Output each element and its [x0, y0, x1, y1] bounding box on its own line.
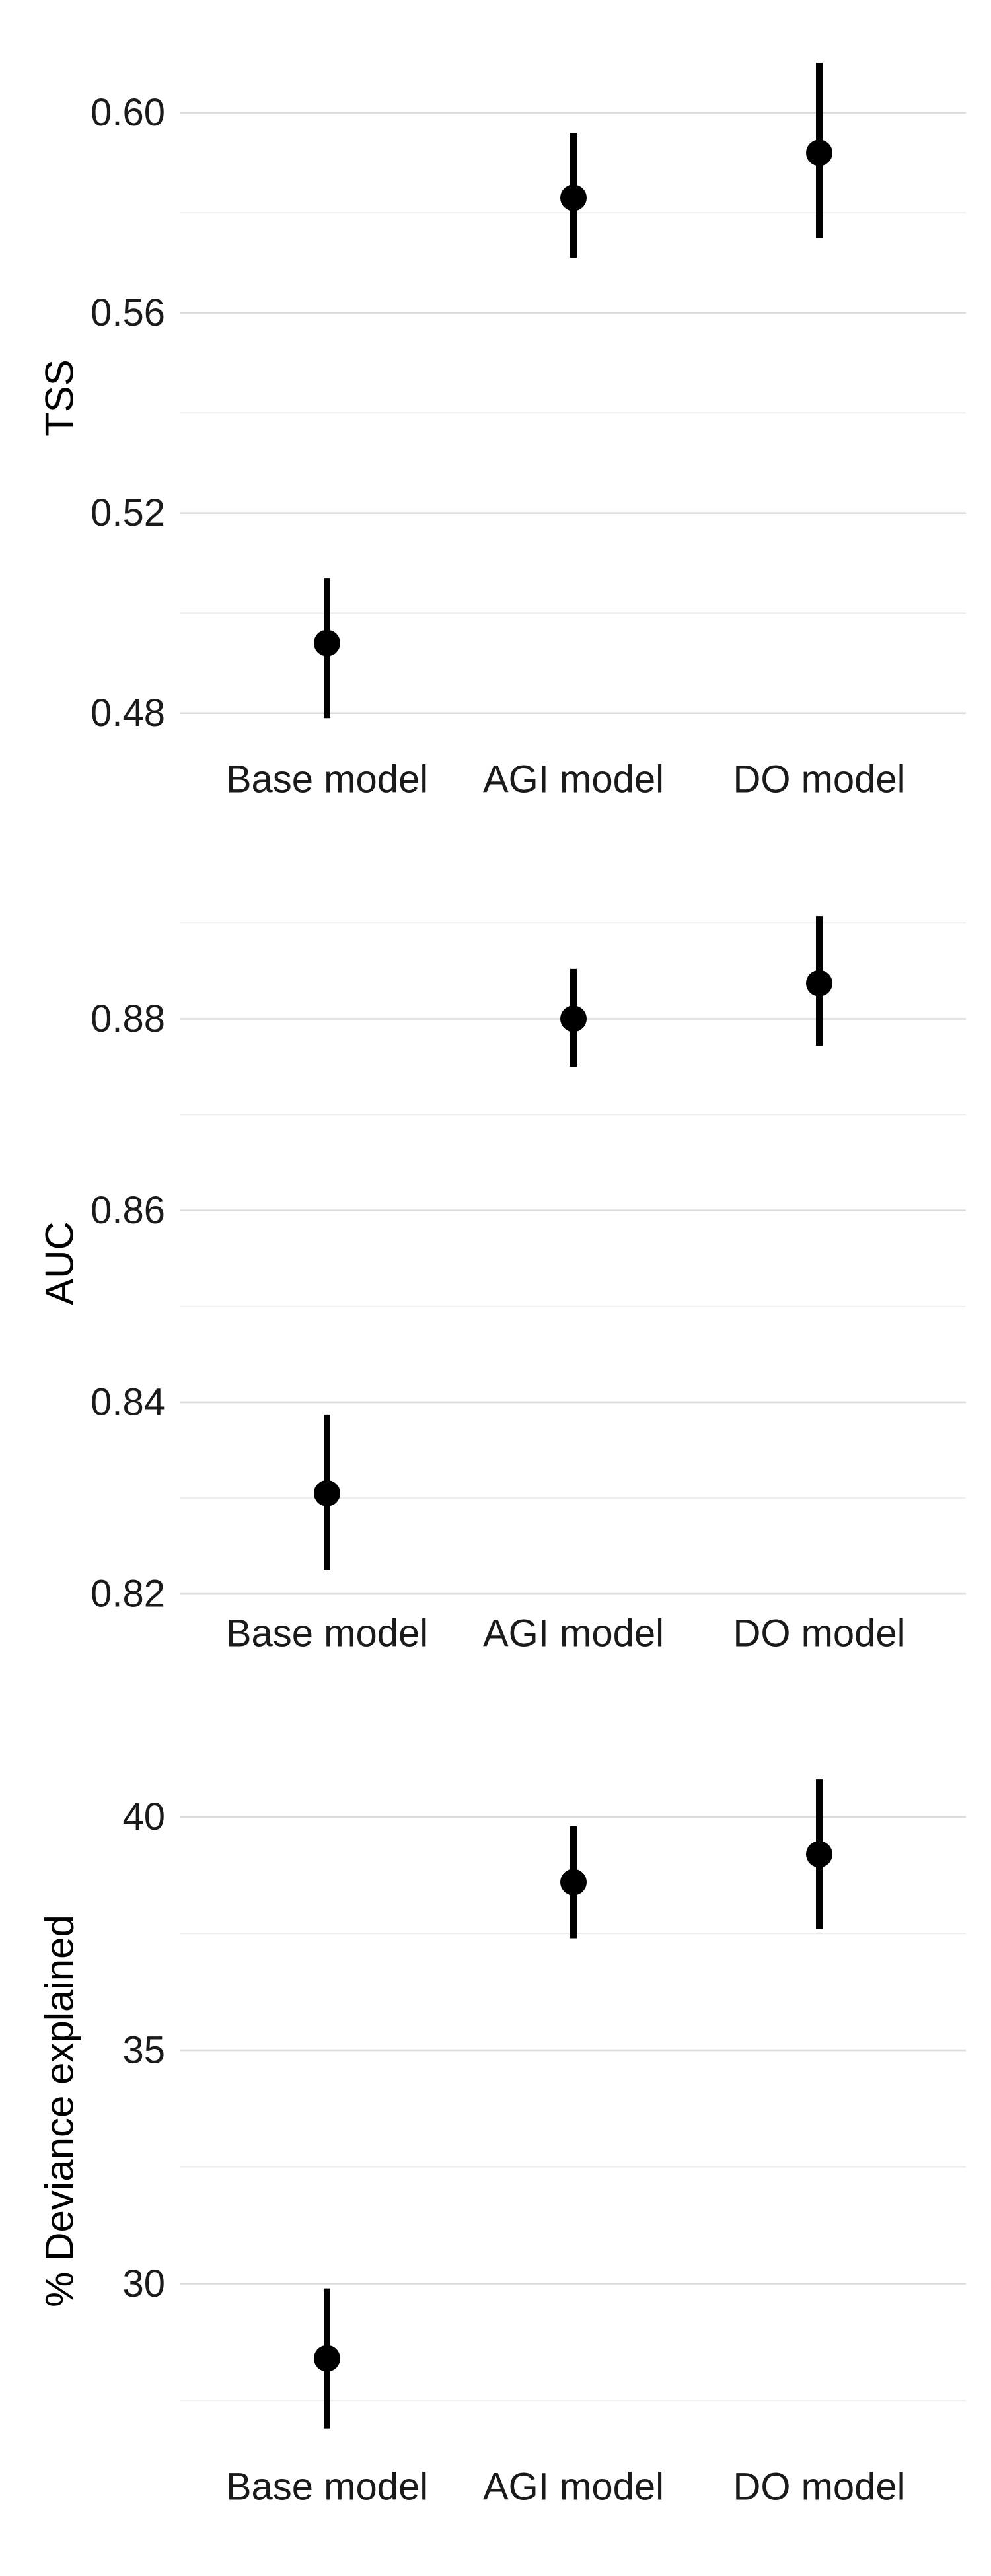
y-tick-label: 0.48	[91, 692, 165, 734]
data-point	[560, 1869, 587, 1896]
y-tick-label: 0.52	[91, 491, 165, 534]
data-point	[314, 2345, 340, 2372]
x-category-label: DO model	[733, 1612, 905, 1655]
x-category-label: Base model	[226, 2466, 428, 2509]
y-tick-label: 0.82	[91, 1573, 165, 1616]
x-category-label: DO model	[733, 758, 905, 801]
y-tick-label: 40	[122, 1795, 165, 1838]
data-point	[806, 139, 832, 166]
x-category-label: AGI model	[483, 2466, 664, 2509]
data-point	[314, 1480, 340, 1507]
data-point	[314, 629, 340, 657]
y-tick-label: 35	[122, 2029, 165, 2072]
chart-panel-2: 0.82 0.84 0.86 0.88 AUC Base model AGI model DO…	[38, 916, 966, 1655]
data-point	[806, 970, 832, 997]
x-category-label: Base model	[226, 1612, 428, 1655]
y-tick-label: 0.88	[91, 997, 165, 1040]
x-category-label: DO model	[733, 2466, 905, 2509]
x-category-label: AGI model	[483, 758, 664, 801]
y-axis-title: % Deviance explained	[38, 1915, 82, 2307]
y-tick-label: 0.86	[91, 1189, 165, 1232]
data-point	[806, 1841, 832, 1868]
y-tick-label: 0.60	[91, 91, 165, 134]
y-axis-title: AUC	[38, 1221, 82, 1305]
chart-panel-3: 30 35 40 % Deviance explained Base model AGI …	[38, 1779, 966, 2509]
y-axis-title: TSS	[38, 359, 82, 437]
y-tick-label: 0.56	[91, 291, 165, 334]
x-category-label: Base model	[226, 758, 428, 801]
chart-panel-1: 0.48 0.52 0.56 0.60 TSS Base model AGI model DO…	[38, 63, 966, 801]
data-point	[560, 184, 587, 211]
y-tick-label: 30	[122, 2262, 165, 2305]
data-point	[560, 1005, 587, 1032]
y-tick-label: 0.84	[91, 1380, 165, 1423]
x-category-label: AGI model	[483, 1612, 664, 1655]
